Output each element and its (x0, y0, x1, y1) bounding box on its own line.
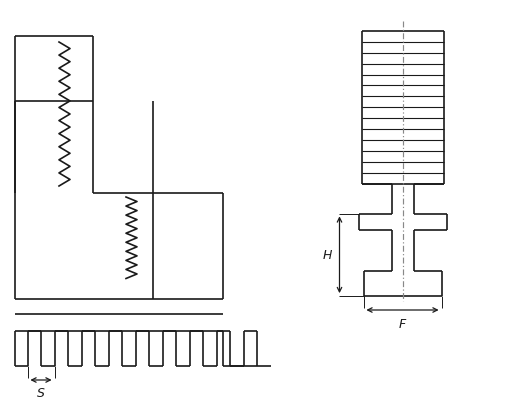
Text: F: F (399, 318, 406, 331)
Text: H: H (323, 249, 332, 261)
Text: S: S (37, 386, 45, 399)
